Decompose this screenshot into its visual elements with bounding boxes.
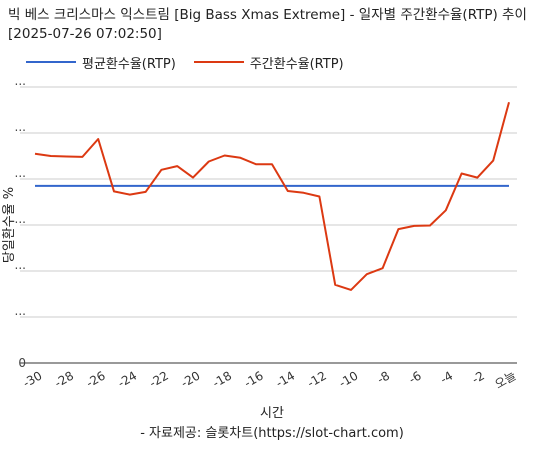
x-tick-label: -10: [337, 368, 361, 390]
x-tick-label: 오늘: [492, 368, 518, 391]
y-tick-label: 0: [18, 356, 26, 370]
series-line-weekly: [34, 101, 510, 291]
x-tick-label: -4: [438, 368, 455, 386]
x-tick-label: -18: [210, 368, 234, 390]
x-tick-label: -14: [273, 368, 297, 390]
x-tick-label: -30: [21, 368, 45, 390]
x-tick-label: -22: [147, 368, 171, 390]
x-tick-label: -24: [115, 368, 139, 390]
legend-item-average[interactable]: 평균환수율(RTP): [26, 53, 176, 72]
source-credit: - 자료제공: 슬롯차트(https://slot-chart.com): [140, 426, 404, 441]
legend-swatch-average: [26, 61, 76, 63]
legend-swatch-weekly: [193, 61, 244, 63]
legend-item-weekly[interactable]: 주간환수율(RTP): [193, 53, 344, 72]
y-axis-ticks: 0..................: [15, 74, 26, 370]
x-axis-ticks: -30 -28 -26 -24 -22 -20 -18 -16 -14 -12 -10 -8 -6 -4-…: [21, 368, 519, 391]
x-tick-label: -16: [242, 368, 266, 390]
chart-title: 빅 베스 크리스마스 익스트림 [Big Bass Xmas Extreme] …: [8, 7, 527, 42]
x-tick-label: -26: [84, 368, 108, 390]
y-tick-label: ...: [15, 120, 26, 134]
y-axis-title: 당일환수율 %: [2, 187, 17, 263]
y-tick-label: ...: [15, 74, 26, 88]
legend-label-average: 평균환수율(RTP): [82, 56, 176, 72]
gridlines: [20, 86, 517, 364]
x-tick-label: -8: [375, 368, 392, 386]
legend: 평균환수율(RTP) 주간환수율(RTP): [26, 52, 362, 72]
x-tick-label: -2: [470, 368, 487, 386]
x-tick-label: -20: [179, 368, 203, 390]
series-lines: [34, 101, 510, 291]
x-tick-label: -12: [305, 368, 329, 390]
y-tick-label: ...: [15, 212, 26, 226]
x-axis-title: 시간: [260, 406, 284, 421]
x-tick-label: -6: [406, 368, 423, 386]
legend-label-weekly: 주간환수율(RTP): [249, 56, 344, 72]
y-tick-label: ...: [15, 166, 26, 180]
y-tick-label: ...: [15, 258, 26, 272]
y-tick-label: ...: [15, 304, 26, 318]
x-tick-label: -28: [52, 368, 76, 390]
